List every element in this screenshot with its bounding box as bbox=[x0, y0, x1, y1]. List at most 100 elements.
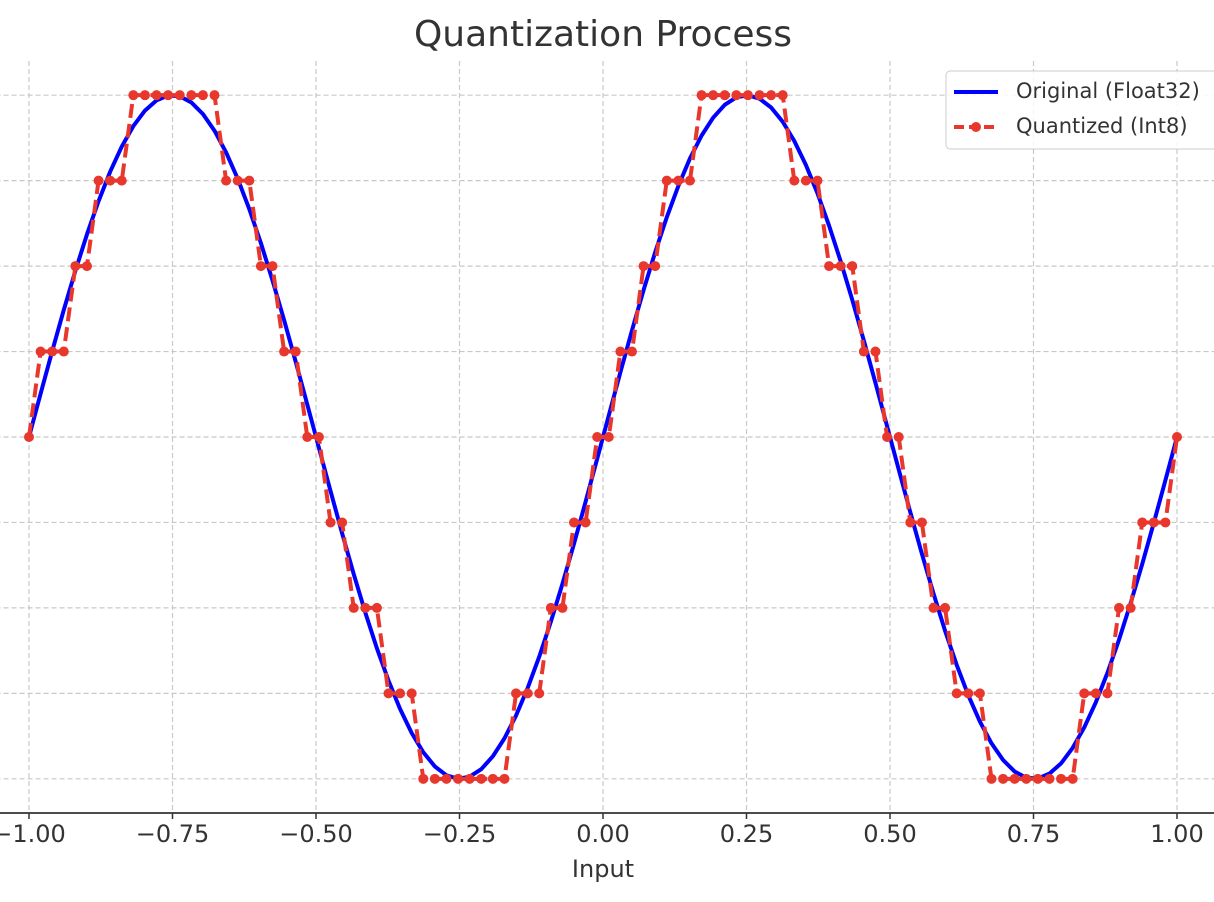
point bbox=[1009, 773, 1020, 784]
point bbox=[174, 90, 185, 101]
point bbox=[93, 175, 104, 186]
point bbox=[1090, 688, 1101, 699]
x-tick-label: 0.75 bbox=[1007, 820, 1060, 848]
x-tick-label: −0.25 bbox=[423, 820, 497, 848]
point bbox=[58, 346, 69, 357]
point bbox=[35, 346, 46, 357]
point bbox=[1079, 688, 1090, 699]
chart-title: Quantization Process bbox=[414, 14, 792, 55]
point bbox=[986, 773, 997, 784]
point bbox=[998, 773, 1009, 784]
point bbox=[812, 175, 823, 186]
x-tick-label: 0.50 bbox=[863, 820, 916, 848]
point bbox=[592, 432, 603, 442]
point bbox=[1148, 517, 1159, 528]
point bbox=[487, 773, 498, 784]
x-tick-label: 1.00 bbox=[1150, 820, 1203, 848]
point bbox=[905, 517, 916, 528]
point bbox=[279, 346, 290, 357]
point bbox=[197, 90, 208, 101]
point bbox=[719, 90, 730, 101]
point bbox=[893, 432, 904, 442]
point bbox=[522, 688, 533, 699]
point bbox=[940, 602, 951, 613]
point bbox=[81, 261, 92, 272]
point bbox=[569, 517, 580, 528]
point bbox=[267, 261, 278, 272]
point bbox=[383, 688, 394, 699]
point bbox=[395, 688, 406, 699]
point bbox=[824, 261, 835, 272]
point bbox=[511, 688, 522, 699]
point bbox=[255, 261, 266, 272]
point bbox=[453, 773, 464, 784]
point bbox=[1021, 773, 1032, 784]
line bbox=[27, 93, 1179, 781]
point bbox=[139, 90, 150, 101]
point bbox=[545, 602, 556, 613]
point bbox=[777, 90, 788, 101]
point bbox=[209, 90, 220, 101]
point bbox=[696, 90, 707, 101]
legend: Original (Float32) Quantized (Int8) bbox=[945, 70, 1214, 150]
point bbox=[1056, 773, 1067, 784]
point bbox=[789, 175, 800, 186]
x-axis-label: Input bbox=[572, 855, 634, 883]
point bbox=[974, 688, 985, 699]
point bbox=[128, 90, 139, 101]
point bbox=[151, 90, 162, 101]
point bbox=[661, 175, 672, 186]
point bbox=[1102, 688, 1113, 699]
point bbox=[951, 688, 962, 699]
point bbox=[557, 602, 568, 613]
point bbox=[673, 175, 684, 186]
point bbox=[580, 517, 591, 528]
point bbox=[847, 261, 858, 272]
point bbox=[418, 773, 429, 784]
point bbox=[870, 346, 881, 357]
x-tick-label: 0.25 bbox=[720, 820, 773, 848]
point bbox=[186, 90, 197, 101]
legend-box bbox=[945, 70, 1214, 150]
point bbox=[1114, 602, 1125, 613]
point bbox=[742, 90, 753, 101]
point bbox=[1160, 517, 1171, 528]
point bbox=[221, 175, 232, 186]
point bbox=[499, 773, 510, 784]
point bbox=[684, 175, 695, 186]
point bbox=[708, 90, 719, 101]
point bbox=[638, 261, 649, 272]
point bbox=[24, 432, 34, 442]
point bbox=[337, 517, 348, 528]
point bbox=[70, 261, 81, 272]
point bbox=[232, 175, 243, 186]
point bbox=[731, 90, 742, 101]
point bbox=[406, 688, 417, 699]
x-tick-label: −1.00 bbox=[0, 820, 66, 848]
legend-label: Quantized (Int8) bbox=[1016, 114, 1188, 138]
point bbox=[290, 346, 301, 357]
point bbox=[882, 432, 893, 442]
point bbox=[429, 773, 440, 784]
point bbox=[441, 773, 452, 784]
x-tick-label: −0.50 bbox=[279, 820, 353, 848]
point bbox=[47, 346, 58, 357]
point bbox=[1032, 773, 1043, 784]
point bbox=[244, 175, 255, 186]
point bbox=[603, 432, 614, 442]
point bbox=[476, 773, 487, 784]
legend-label: Original (Float32) bbox=[1016, 79, 1200, 103]
point bbox=[371, 602, 382, 613]
point bbox=[163, 90, 174, 101]
point bbox=[313, 432, 324, 442]
x-tick-label: −0.75 bbox=[136, 820, 210, 848]
point bbox=[766, 90, 777, 101]
point bbox=[650, 261, 661, 272]
point bbox=[1137, 517, 1148, 528]
point bbox=[1044, 773, 1055, 784]
point bbox=[105, 175, 116, 186]
point bbox=[360, 602, 371, 613]
point bbox=[464, 773, 475, 784]
